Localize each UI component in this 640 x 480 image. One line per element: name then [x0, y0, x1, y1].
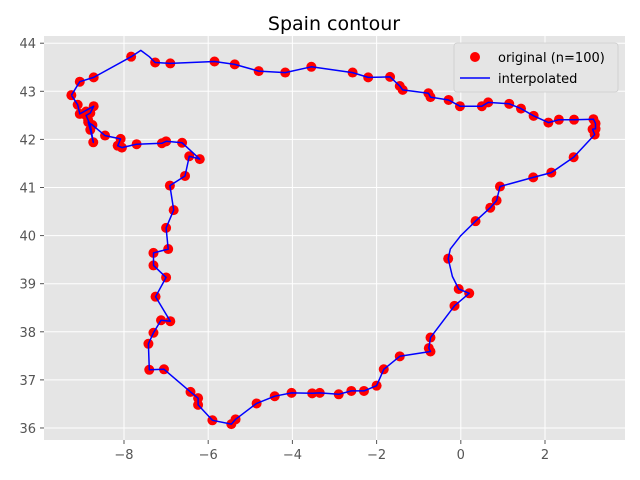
plot-area: [44, 36, 625, 440]
y-axis: 36 37 38 39 40 41 42 43 44: [19, 37, 44, 437]
x-tick-label: 0: [457, 448, 465, 463]
legend: original (n=100) interpolated: [453, 42, 619, 93]
y-tick-label: 36: [19, 422, 36, 437]
interpolated-line: [70, 49, 597, 425]
y-tick-label: 37: [19, 374, 36, 389]
y-tick-label: 42: [19, 133, 36, 148]
y-tick-label: 44: [19, 37, 36, 52]
y-tick-label: 43: [19, 85, 36, 100]
legend-box: [453, 42, 619, 93]
chart-title: Spain contour: [268, 13, 400, 35]
x-tick-label: −8: [114, 448, 133, 463]
y-tick-label: 40: [19, 230, 36, 245]
x-tick-label: −2: [367, 448, 386, 463]
y-tick-label: 41: [19, 182, 36, 197]
x-tick-label: 2: [541, 448, 549, 463]
x-tick-label: −4: [283, 448, 302, 463]
y-tick-label: 39: [19, 278, 36, 293]
series-layer: [66, 49, 601, 430]
legend-label-interpolated: interpolated: [498, 72, 577, 87]
x-axis: −8 −6 −4 −2 0 2: [114, 440, 549, 463]
y-tick-label: 38: [19, 326, 36, 341]
x-tick-label: −6: [199, 448, 218, 463]
legend-label-original: original (n=100): [498, 51, 605, 66]
legend-marker-original: [470, 52, 480, 62]
